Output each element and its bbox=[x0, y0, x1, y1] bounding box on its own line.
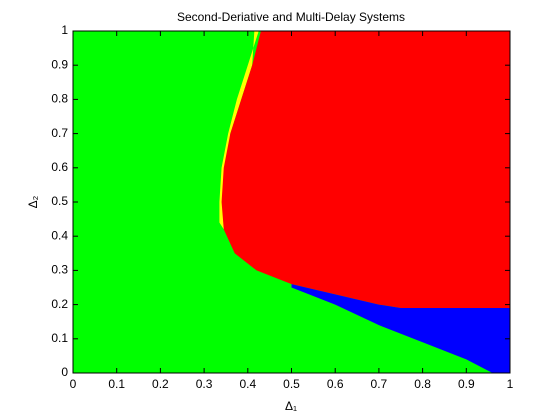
y-tick-label: 0.4 bbox=[51, 228, 68, 242]
y-axis-label: Δ₂ bbox=[26, 195, 40, 208]
y-tick-label: 0.7 bbox=[51, 126, 68, 140]
x-tick-label: 0.3 bbox=[196, 377, 213, 391]
x-tick-label: 0.7 bbox=[371, 377, 388, 391]
y-tick-label: 0.2 bbox=[51, 297, 68, 311]
x-tick-label: 0.9 bbox=[458, 377, 475, 391]
x-tick-label: 0.6 bbox=[327, 377, 344, 391]
x-axis-label: Δ₁ bbox=[285, 399, 297, 413]
y-tick-label: 0.3 bbox=[51, 263, 68, 277]
region bbox=[221, 31, 510, 309]
y-tick-label: 0.8 bbox=[51, 92, 68, 106]
x-tick-label: 0.4 bbox=[239, 377, 256, 391]
x-tick-label: 0.8 bbox=[414, 377, 431, 391]
y-tick-label: 0.6 bbox=[51, 160, 68, 174]
chart-title: Second-Deriative and Multi-Delay Systems bbox=[177, 10, 405, 24]
y-tick-label: 0.1 bbox=[51, 331, 68, 345]
y-tick-label: 0.9 bbox=[51, 57, 68, 71]
x-tick-label: 0.1 bbox=[108, 377, 125, 391]
x-tick-label: 0 bbox=[70, 377, 77, 391]
y-tick-label: 1 bbox=[61, 23, 68, 37]
y-tick-label: 0 bbox=[61, 365, 68, 379]
x-tick-label: 0.5 bbox=[283, 377, 300, 391]
y-tick-label: 0.5 bbox=[51, 194, 68, 208]
x-tick-label: 1 bbox=[507, 377, 514, 391]
region bbox=[291, 284, 510, 373]
x-tick-label: 0.2 bbox=[152, 377, 169, 391]
